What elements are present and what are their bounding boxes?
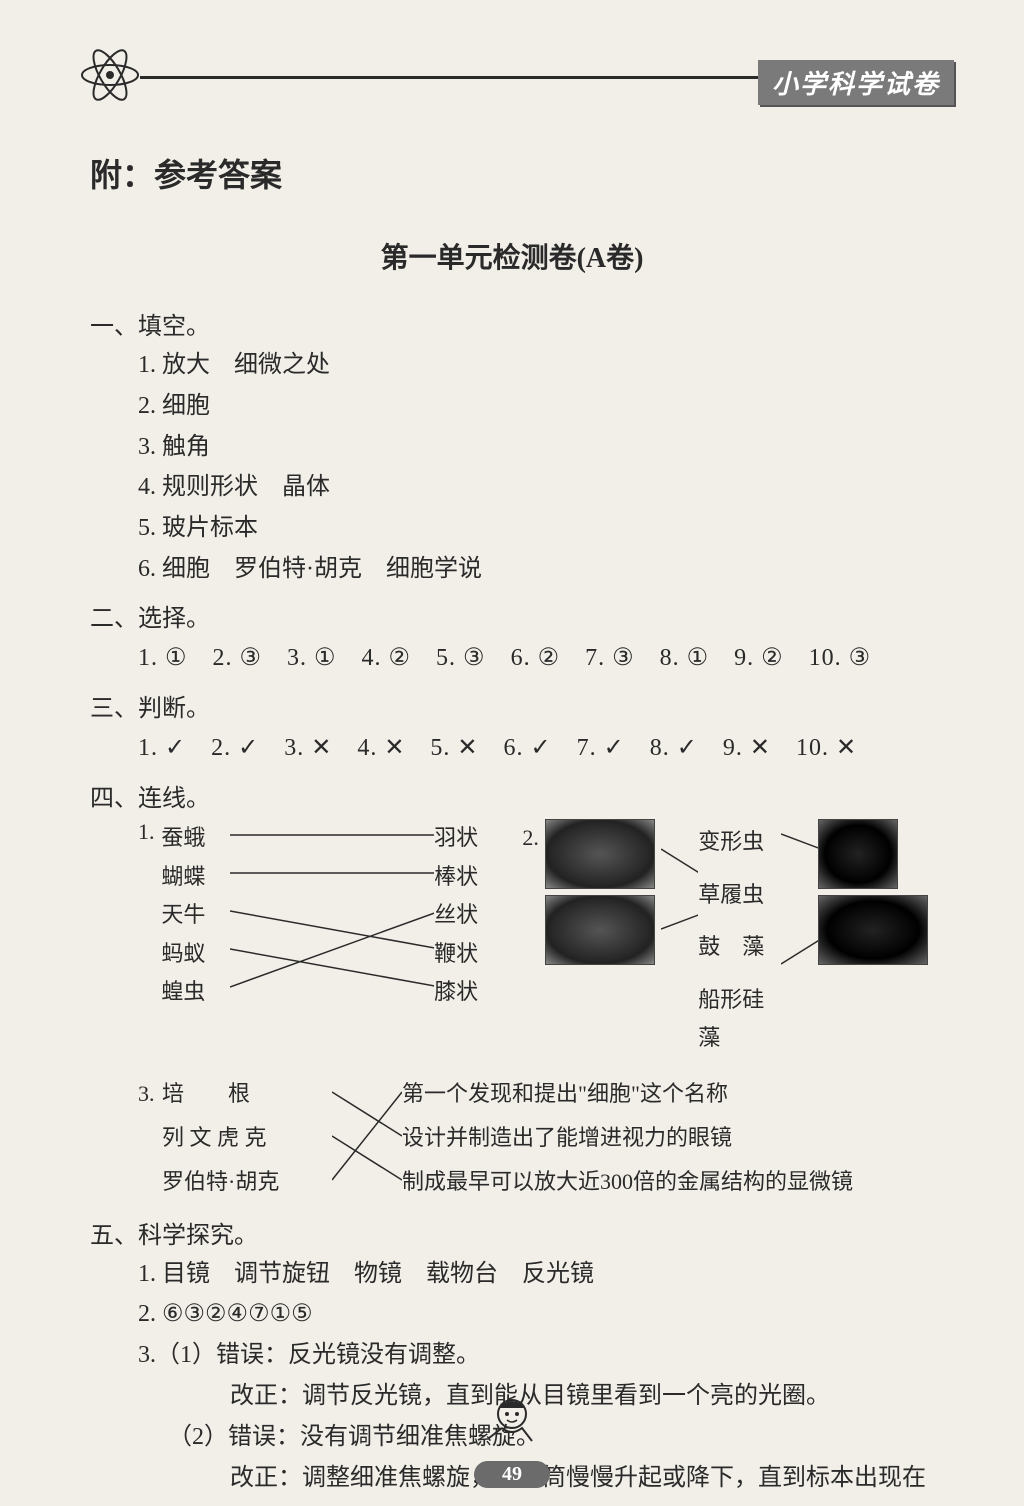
q1-right: 鞭状	[434, 935, 502, 974]
q3-left: 培 根	[162, 1072, 332, 1116]
q1-left: 天牛	[161, 896, 229, 935]
q3-right: 第一个发现和提出"细胞"这个名称	[402, 1072, 853, 1116]
q1-right: 膝状	[434, 973, 502, 1012]
subtitle: 第一单元检测卷(A卷)	[90, 236, 934, 276]
sec2-head: 二、选择。	[90, 598, 934, 633]
sec1-item: 2. 细胞	[138, 386, 934, 427]
sec1-head: 一、填空。	[90, 306, 934, 341]
q2-lines-right	[781, 819, 818, 979]
page-footer: 49	[0, 1461, 1024, 1488]
q1-right: 棒状	[434, 858, 502, 897]
kid-icon	[0, 1396, 1024, 1456]
q3-right: 制成最早可以放大近300倍的金属结构的显微镜	[402, 1160, 853, 1204]
q2-label: 鼓 藻	[698, 928, 780, 967]
q3-right: 设计并制造出了能增进视力的眼镜	[402, 1116, 853, 1160]
q2-label: 草履虫	[698, 876, 780, 915]
sec3-answers: 1. ✓ 2. ✓ 3. ✕ 4. ✕ 5. ✕ 6. ✓ 7. ✓ 8. ✓ …	[138, 727, 934, 770]
q1-right: 丝状	[434, 896, 502, 935]
q1-left: 蚂蚁	[161, 935, 229, 974]
sec1-item: 4. 规则形状 晶体	[138, 467, 934, 508]
sec5-l1: 1. 目镜 调节旋钮 物镜 载物台 反光镜	[138, 1254, 934, 1295]
sec5-head: 五、科学探究。	[90, 1215, 934, 1250]
q3-right-col: 第一个发现和提出"细胞"这个名称 设计并制造出了能增进视力的眼镜 制成最早可以放…	[402, 1072, 853, 1207]
sec1-item: 5. 玻片标本	[138, 508, 934, 549]
q3-left-col: 培 根 列 文 虎 克 罗伯特·胡克	[162, 1072, 332, 1207]
specimen-image	[818, 819, 898, 889]
q3-left: 列 文 虎 克	[162, 1116, 332, 1160]
header-badge: 小学科学试卷	[758, 60, 954, 105]
sec5-l3a: 3.（1）错误：反光镜没有调整。	[138, 1335, 934, 1376]
q1-right-col: 羽状 棒状 丝状 鞭状 膝状	[434, 819, 502, 1058]
q1-left: 蚕蛾	[161, 819, 229, 858]
sec2-answers: 1. ① 2. ③ 3. ① 4. ② 5. ③ 6. ② 7. ③ 8. ① …	[138, 637, 934, 680]
q2-label: 变形虫	[698, 823, 780, 862]
sec4-q2: 2. 变形虫 草履虫 鼓 藻 船形硅藻	[522, 819, 934, 1058]
specimen-image	[818, 895, 928, 965]
q1-left-col: 蚕蛾 蝴蝶 天牛 蚂蚁 蝗虫	[161, 819, 229, 1058]
specimen-image	[545, 819, 655, 889]
specimen-image	[545, 895, 655, 965]
q1-right: 羽状	[434, 819, 502, 858]
q1-num: 1.	[138, 819, 161, 1058]
sec4-q1: 1. 蚕蛾 蝴蝶 天牛 蚂蚁 蝗虫 羽状 棒状 丝状 鞭状 膝状 2. 变形虫 …	[138, 819, 934, 1058]
page-number: 49	[474, 1461, 550, 1488]
q1-left: 蝗虫	[161, 973, 229, 1012]
q2-right-images	[818, 819, 928, 965]
sec1-item: 3. 触角	[138, 427, 934, 468]
sec4-head: 四、连线。	[90, 778, 934, 813]
q1-left: 蝴蝶	[161, 858, 229, 897]
q2-left-images	[545, 819, 655, 965]
sec1-item: 1. 放大 细微之处	[138, 345, 934, 386]
sec1-item: 6. 细胞 罗伯特·胡克 细胞学说	[138, 549, 934, 590]
q3-left: 罗伯特·胡克	[162, 1160, 332, 1204]
sec3-head: 三、判断。	[90, 688, 934, 723]
q3-num: 3.	[138, 1072, 162, 1207]
sec4-q3: 3. 培 根 列 文 虎 克 罗伯特·胡克 第一个发现和提出"细胞"这个名称 设…	[138, 1072, 934, 1207]
q2-labels: 变形虫 草履虫 鼓 藻 船形硅藻	[698, 819, 780, 1058]
q2-label: 船形硅藻	[698, 981, 780, 1058]
main-title: 附：参考答案	[90, 150, 934, 196]
q2-lines-left	[661, 819, 698, 979]
q3-lines	[332, 1072, 402, 1207]
sec5-l2: 2. ⑥③②④⑦①⑤	[138, 1294, 934, 1335]
q1-lines	[230, 819, 435, 1014]
page-header: 小学科学试卷	[90, 60, 934, 120]
q2-num: 2.	[522, 819, 539, 858]
atom-icon	[75, 40, 145, 115]
